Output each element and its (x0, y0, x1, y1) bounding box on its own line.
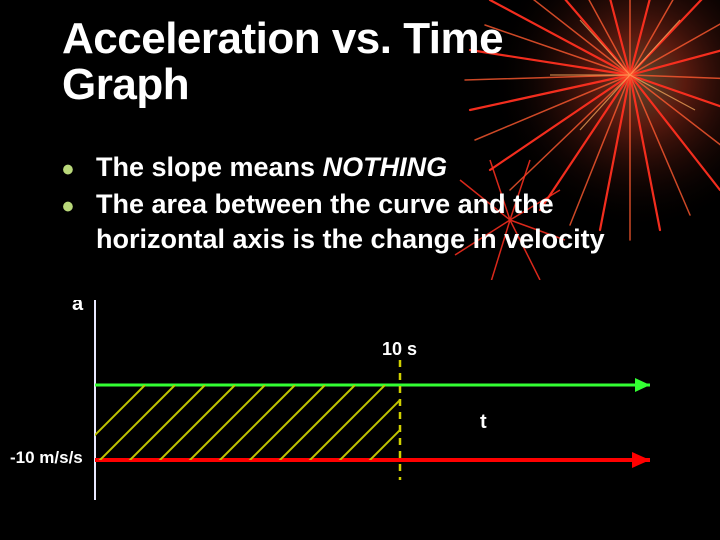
tick-label-10s: 10 s (382, 339, 417, 359)
bullet-2: The area between the curve and the horiz… (62, 187, 680, 257)
bullet-1-text: The slope means (96, 152, 323, 182)
accel-time-graph: a 10 s t (60, 300, 680, 530)
value-label: -10 m/s/s (10, 448, 83, 468)
bullet-2-text: The area between the curve and the horiz… (96, 189, 605, 254)
y-axis-label: a (72, 300, 84, 315)
x-axis-label: t (480, 411, 487, 433)
slide-title: Acceleration vs. Time Graph (62, 16, 503, 108)
x-axis-arrow (635, 378, 650, 392)
bullet-1: The slope means NOTHING (62, 150, 680, 185)
accel-line-arrow (632, 452, 650, 468)
area-hatch (60, 385, 445, 480)
title-line-2: Graph (62, 60, 189, 109)
title-line-1: Acceleration vs. Time (62, 14, 503, 63)
bullet-list: The slope means NOTHING The area between… (62, 150, 680, 259)
bullet-1-emph: NOTHING (323, 152, 448, 182)
